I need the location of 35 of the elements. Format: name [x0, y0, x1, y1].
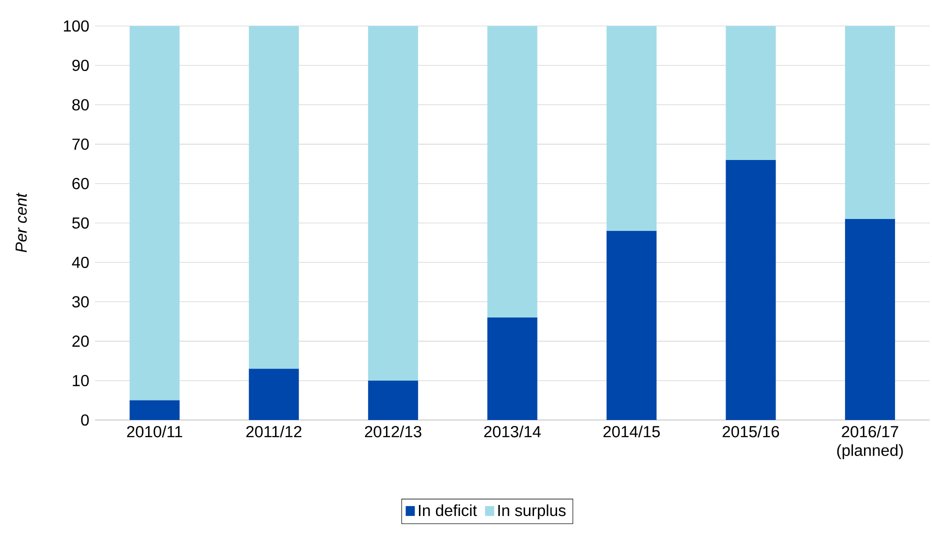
y-tick-label: 90 [72, 60, 89, 72]
bar [487, 26, 538, 318]
x-tick-label: 2016/17 (planned) [837, 426, 903, 460]
bar [248, 368, 299, 420]
x-tick-label: 2013/14 [484, 426, 541, 438]
x-tick-label: 2012/13 [364, 426, 422, 438]
bar [726, 160, 776, 420]
bar [606, 26, 657, 231]
x-tick-label: 2015/16 [722, 426, 780, 438]
y-tick-label: 40 [72, 256, 89, 268]
bar [845, 26, 896, 220]
y-tick-label: 30 [72, 296, 89, 308]
y-tick-label: 10 [72, 374, 89, 386]
legend-label: In deficit [418, 504, 477, 516]
y-tick-label: 0 [81, 414, 89, 426]
y-tick-label: 100 [64, 20, 89, 32]
bar [845, 219, 896, 420]
bar [368, 380, 418, 420]
legend-label: In surplus [498, 504, 566, 520]
y-tick-label: 60 [72, 178, 89, 190]
bar [130, 26, 180, 400]
x-tick-label: 2011/12 [246, 426, 302, 438]
x-tick-label: 2014/15 [603, 426, 660, 438]
bar [487, 318, 538, 420]
bar [248, 26, 299, 369]
y-tick-label: 80 [72, 99, 89, 110]
bar [368, 26, 418, 381]
y-tick-label: 70 [72, 138, 89, 150]
bar [726, 26, 776, 160]
y-tick-label: 20 [72, 336, 89, 347]
bar [606, 230, 657, 420]
x-tick-label: 2010/11 [127, 426, 182, 438]
bar [130, 400, 180, 420]
y-axis-title: Per cent [16, 192, 27, 252]
y-tick-label: 50 [72, 217, 89, 229]
